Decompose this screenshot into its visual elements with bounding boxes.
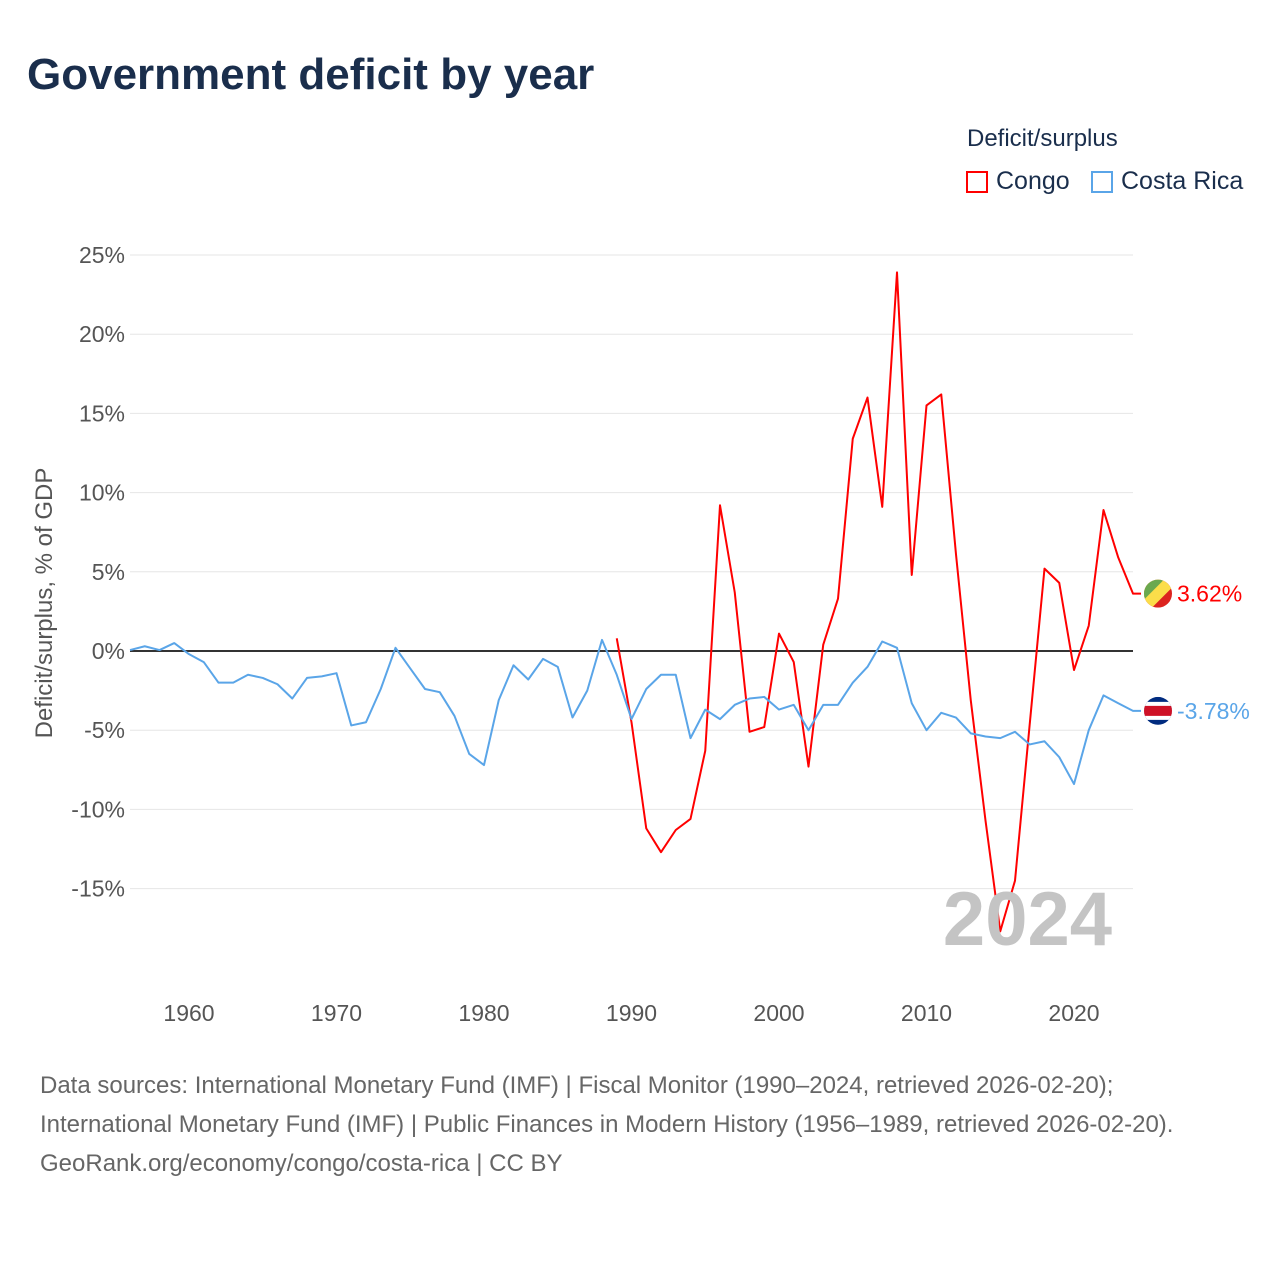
chart-title: Government deficit by year bbox=[27, 50, 595, 99]
y-tick-label: -10% bbox=[71, 796, 125, 822]
y-tick-label: -5% bbox=[84, 717, 125, 743]
x-tick-label: 1960 bbox=[163, 1000, 214, 1026]
legend-item-costa-rica[interactable]: Costa Rica bbox=[1091, 167, 1243, 196]
legend-title: Deficit/surplus bbox=[967, 125, 1118, 152]
legend-swatch-costa-rica bbox=[1091, 170, 1113, 193]
y-tick-label: 10% bbox=[79, 480, 125, 506]
x-tick-label: 1980 bbox=[458, 1000, 509, 1026]
series-line-costa-rica bbox=[129, 638, 1141, 786]
footer: Data sources: International Monetary Fun… bbox=[40, 1066, 1240, 1183]
credit-link[interactable]: GeoRank.org/economy/congo/costa-rica | C… bbox=[40, 1150, 563, 1177]
y-tick-label: -15% bbox=[71, 876, 125, 902]
plot-area: Deficit/surplus, % of GDP 25% 20% 15% 10% 5%… bbox=[31, 242, 1250, 1026]
flag-icon-congo bbox=[1144, 579, 1172, 608]
y-axis-label: Deficit/surplus, % of GDP bbox=[31, 468, 58, 739]
legend-label-congo: Congo bbox=[996, 167, 1070, 195]
y-tick-label: 15% bbox=[79, 400, 125, 426]
legend-swatch-congo bbox=[966, 170, 988, 193]
x-tick-label: 1970 bbox=[311, 1000, 362, 1026]
flag-icon-costa-rica bbox=[1144, 696, 1172, 725]
y-tick-label: 0% bbox=[92, 638, 125, 664]
x-tick-label: 2010 bbox=[901, 1000, 952, 1026]
legend-label-costa-rica: Costa Rica bbox=[1121, 167, 1244, 195]
x-tick-label: 1990 bbox=[606, 1000, 657, 1026]
x-tick-label: 2020 bbox=[1048, 1000, 1099, 1026]
series-line-congo bbox=[615, 271, 1141, 933]
x-tick-label: 2000 bbox=[753, 1000, 804, 1026]
year-watermark: 2024 bbox=[943, 877, 1112, 962]
y-tick-label: 25% bbox=[79, 242, 125, 268]
y-tick-label: 20% bbox=[79, 321, 125, 347]
y-tick-label: 5% bbox=[92, 559, 125, 585]
data-sources: Data sources: International Monetary Fun… bbox=[40, 1072, 1174, 1138]
legend-item-congo[interactable]: Congo bbox=[966, 167, 1070, 196]
end-value-label-congo: 3.62% bbox=[1177, 581, 1242, 607]
end-value-label-costa-rica: -3.78% bbox=[1177, 698, 1250, 724]
